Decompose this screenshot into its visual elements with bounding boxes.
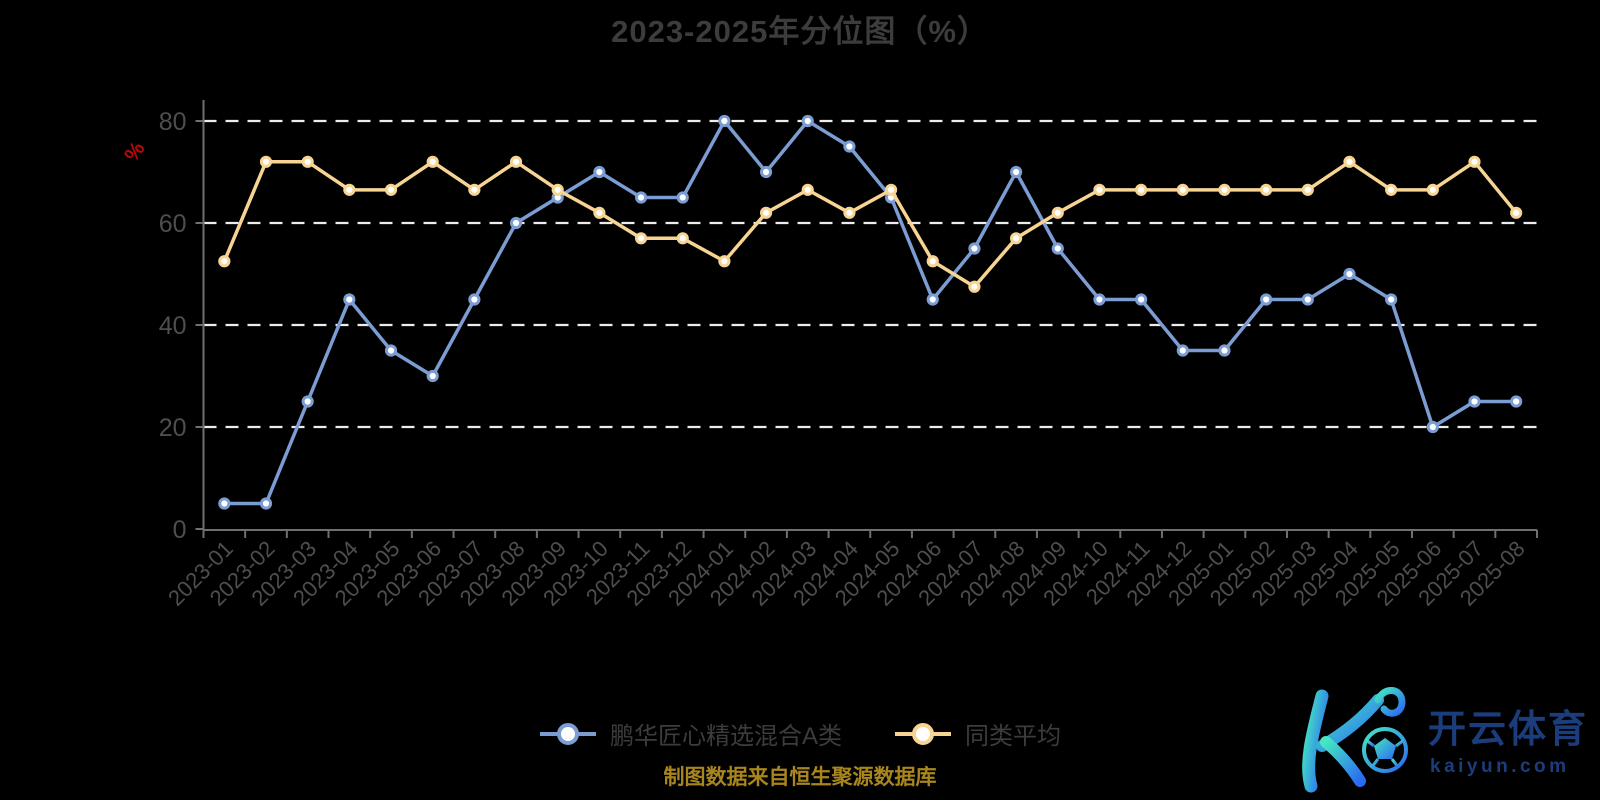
series-0-markers[interactable]: [218, 114, 1523, 510]
y-axis-labels: 0 20 40 60 80: [159, 108, 187, 544]
series-1-markers[interactable]: [218, 155, 1523, 293]
svg-text:60: 60: [159, 210, 187, 238]
chart-legend: 鹏华匠心精选混合A类 同类平均: [0, 716, 1600, 751]
kaiyun-logo: 开云体育 kaiyun.com: [1302, 687, 1588, 793]
x-axis-labels: 2023-012023-022023-032023-042023-052023-…: [163, 536, 1530, 611]
fund-series-marker-icon: [539, 722, 596, 745]
kaiyun-k-mark-icon: [1302, 687, 1408, 793]
legend-label-fund: 鹏华匠心精选混合A类: [609, 723, 842, 750]
logo-brand-text: 开云体育: [1428, 709, 1588, 751]
logo-domain-text: kaiyun.com: [1430, 756, 1570, 777]
legend-item-average[interactable]: 同类平均: [894, 716, 1061, 751]
data-source-note: 制图数据来自恒生聚源数据库: [663, 766, 937, 789]
series-0-line: [222, 119, 1518, 506]
svg-text:40: 40: [159, 312, 187, 340]
svg-text:20: 20: [159, 414, 187, 442]
y-gridlines: [203, 119, 1537, 429]
axes: [195, 100, 1538, 538]
average-series-marker-icon: [895, 722, 951, 745]
chart-title: 2023-2025年分位图（%）: [611, 14, 989, 49]
legend-label-average: 同类平均: [965, 723, 1061, 750]
svg-text:0: 0: [173, 516, 187, 544]
svg-text:80: 80: [159, 108, 187, 136]
legend-item-fund[interactable]: 鹏华匠心精选混合A类: [539, 716, 842, 751]
soccer-ball-icon: [1362, 727, 1408, 773]
series-1-line: [222, 160, 1518, 289]
